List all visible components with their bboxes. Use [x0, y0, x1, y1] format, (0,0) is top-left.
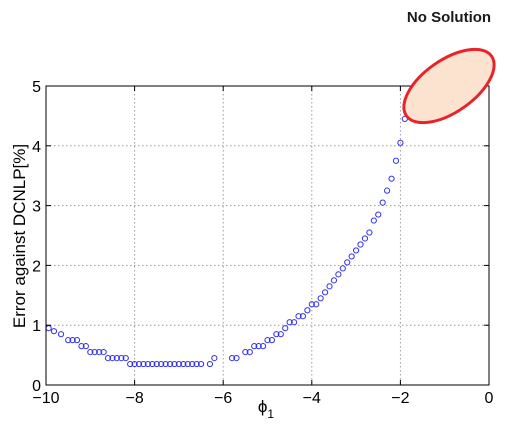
- data-point: [158, 360, 165, 368]
- data-point: [91, 349, 98, 356]
- x-tick-label: 0: [485, 390, 494, 407]
- data-point: [175, 360, 182, 368]
- no-solution-label: No Solution: [407, 9, 491, 26]
- data-point: [104, 354, 112, 362]
- y-axis-label: Error against DCNLP[%]: [10, 144, 29, 328]
- data-point: [348, 253, 355, 260]
- data-point: [206, 360, 214, 368]
- data-point: [197, 360, 205, 368]
- data-point: [353, 247, 360, 254]
- data-point: [153, 360, 160, 368]
- plot-frame: [45, 85, 490, 386]
- x-tick-label: −8: [125, 390, 143, 407]
- y-tick-label: 3: [32, 199, 41, 216]
- data-point: [370, 217, 377, 224]
- data-point: [233, 354, 240, 362]
- data-point: [375, 211, 382, 218]
- data-point: [135, 360, 143, 368]
- data-point: [379, 199, 386, 206]
- data-points: [45, 115, 408, 368]
- data-point: [149, 360, 156, 368]
- x-axis-label-symbol: ϕ: [258, 397, 268, 416]
- x-tick-label: −6: [214, 390, 232, 407]
- data-point: [246, 349, 253, 356]
- data-point: [264, 337, 271, 344]
- data-point: [57, 331, 65, 338]
- data-point: [131, 360, 138, 368]
- data-point: [277, 331, 284, 338]
- data-point: [87, 349, 94, 356]
- axis-ticks: [45, 85, 490, 386]
- x-tick-label: −4: [303, 390, 321, 407]
- grid-lines: [46, 86, 489, 385]
- y-tick-label: 1: [32, 318, 41, 335]
- y-tick-label: 5: [32, 79, 41, 96]
- data-point: [304, 307, 311, 314]
- data-point: [171, 360, 178, 368]
- data-point: [290, 319, 298, 326]
- data-point: [50, 328, 58, 335]
- data-point: [255, 343, 262, 350]
- data-point: [82, 343, 89, 350]
- data-point: [184, 360, 191, 368]
- data-point: [96, 349, 103, 356]
- data-point: [180, 360, 187, 368]
- data-point: [73, 337, 81, 344]
- data-point: [127, 360, 134, 368]
- data-point: [388, 175, 395, 182]
- data-point: [392, 157, 400, 164]
- data-point: [295, 313, 302, 320]
- data-point: [357, 241, 364, 248]
- y-tick-label: 2: [32, 258, 41, 275]
- data-point: [330, 277, 338, 284]
- x-axis-label-subscript: 1: [267, 407, 274, 421]
- data-point: [273, 331, 280, 338]
- x-tick-label: −2: [391, 390, 409, 407]
- data-point: [193, 360, 200, 368]
- data-point: [65, 337, 72, 344]
- y-tick-label: 0: [32, 378, 41, 395]
- data-point: [228, 354, 236, 362]
- data-point: [321, 289, 329, 296]
- data-point: [45, 325, 52, 332]
- data-point: [259, 343, 267, 350]
- data-point: [166, 360, 174, 368]
- data-point: [144, 360, 151, 368]
- data-point: [122, 354, 129, 362]
- data-point: [339, 265, 346, 272]
- data-point: [78, 343, 85, 350]
- data-point: [69, 337, 76, 344]
- data-point: [308, 301, 315, 308]
- data-point: [251, 343, 258, 350]
- data-point: [361, 235, 369, 242]
- data-point: [100, 349, 107, 356]
- data-point: [286, 319, 293, 326]
- data-point: [299, 313, 307, 320]
- data-point: [384, 187, 391, 194]
- y-tick-label: 4: [32, 139, 41, 156]
- data-point: [335, 271, 342, 278]
- data-point: [162, 360, 169, 368]
- data-point: [189, 360, 196, 368]
- tick-labels: −10 −8 −6 −4 −2 0 0 1 2 3 4 5: [32, 79, 493, 407]
- data-point: [118, 354, 125, 362]
- data-point: [268, 337, 276, 344]
- data-point: [282, 325, 289, 332]
- data-point: [211, 354, 218, 362]
- data-point: [140, 360, 147, 368]
- data-point: [109, 354, 116, 362]
- data-point: [313, 301, 320, 308]
- data-point: [397, 139, 404, 146]
- data-point: [242, 349, 249, 356]
- data-point: [113, 354, 120, 362]
- data-point: [317, 295, 324, 302]
- x-tick-label: −10: [32, 390, 59, 407]
- data-point: [366, 229, 373, 236]
- no-solution-region: [402, 47, 496, 125]
- x-axis-label: ϕ1: [258, 397, 275, 421]
- data-point: [326, 283, 333, 290]
- data-point: [344, 259, 351, 266]
